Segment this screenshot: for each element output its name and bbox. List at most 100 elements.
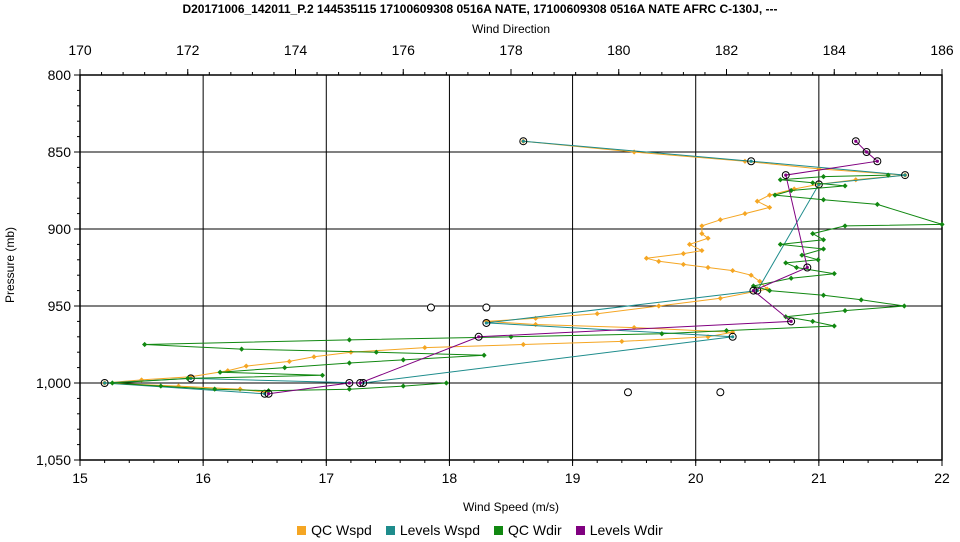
data-point-qc-wdir [777,241,783,247]
legend-swatch [575,525,585,535]
data-point-qc-wdir [842,183,848,189]
data-point-qc-wspd [520,341,526,348]
y-tick-label: 800 [48,67,72,83]
data-point-qc-wdir [783,260,789,266]
data-point-qc-wdir [481,352,487,358]
data-point-qc-wdir [400,357,406,363]
data-point-qc-wdir [373,349,379,355]
data-point-core-levels-wdir [477,335,481,339]
data-point-core-levels-wdir [266,392,271,396]
data-point-levels-wdir [873,157,882,166]
data-point-qc-wdir [346,360,352,366]
data-point-qc-wspd [742,211,748,217]
data-point-qc-wspd [643,255,650,261]
y-tick-label: 950 [48,298,72,314]
data-point-qc-wspd [699,247,705,254]
data-point-qc-wspd [619,338,625,345]
x2-tick-label: 184 [823,42,847,58]
data-point-core-levels-wdir [864,150,869,154]
legend-swatch [385,525,395,535]
x-tick-label: 20 [688,470,704,486]
data-point-qc-wdir [788,275,794,281]
x2-tick-label: 180 [607,42,631,58]
data-point-qc-wdir [901,303,907,309]
legend-swatch [494,525,504,535]
legend-swatch [297,525,307,535]
unconnected-marker [482,303,491,312]
x-tick-label: 22 [934,470,950,486]
data-point-core-levels-wspd [521,139,525,143]
data-point-qc-wdir [723,328,730,334]
data-point-qc-wspd [533,321,539,328]
data-point-qc-wdir [810,231,816,237]
data-point-qc-wdir [767,288,773,294]
data-point-qc-wdir [831,271,837,277]
data-point-qc-wdir [443,380,449,386]
data-point-core-levels-wspd [749,159,753,163]
data-point-levels-wspd [100,379,109,387]
data-point-levels-wspd [728,332,737,341]
legend-item-qc-wspd: QC Wspd [297,522,372,538]
x2-tick-label: 176 [392,42,416,58]
data-point-levels-wdir [781,171,790,180]
data-point-qc-wdir [400,383,406,389]
data-point-qc-wdir [109,380,115,386]
data-point-qc-wdir [842,308,848,314]
data-point-levels-wspd [519,137,528,146]
data-point-qc-wdir [239,346,245,352]
legend-item-qc-wdir: QC Wdir [494,522,562,538]
data-point-qc-wspd [243,363,249,369]
data-point-qc-wspd [754,198,760,204]
x-axis-label: Wind Speed (m/s) [462,500,560,514]
data-point-qc-wspd [311,354,317,360]
data-point-qc-wspd [757,278,763,284]
x2-tick-label: 186 [930,42,954,58]
data-point-qc-wspd [422,344,428,351]
data-point-qc-wdir [820,197,827,203]
data-point-levels-wspd [482,318,491,327]
data-point-core-levels-wdir [875,159,879,163]
data-point-core-levels-wdir [751,289,756,293]
data-point-qc-wdir [810,318,816,324]
x2-tick-label: 170 [68,42,92,58]
top-axis-label: Wind Direction [471,22,551,36]
data-point-qc-wdir [820,237,827,243]
data-point-levels-wspd [747,157,756,166]
data-point-qc-wspd [686,241,693,247]
x-tick-label: 19 [565,470,581,486]
data-point-qc-wdir [217,369,223,375]
data-point-qc-wdir [820,174,827,180]
data-point-qc-wspd [680,251,686,257]
data-point-levels-wdir [787,317,796,326]
x2-tick-label: 178 [499,42,523,58]
data-point-qc-wdir [885,172,891,178]
y-tick-label: 900 [48,221,72,237]
data-point-core-levels-wspd [731,335,735,339]
data-point-qc-wspd [286,358,292,365]
data-point-qc-wspd [237,386,243,392]
legend-label: QC Wspd [311,522,372,538]
data-point-qc-wdir [842,223,848,229]
y-tick-label: 850 [48,144,72,160]
x-tick-label: 18 [442,470,458,486]
x-tick-label: 21 [811,470,827,486]
x-tick-label: 17 [318,470,334,486]
data-point-qc-wdir [212,386,218,392]
data-point-qc-wspd [594,311,600,317]
data-point-qc-wspd [680,261,686,268]
data-point-qc-wdir [858,297,864,303]
x2-tick-label: 174 [284,42,308,58]
legend-label: QC Wdir [508,522,562,538]
data-point-levels-wdir [803,263,812,272]
legend-item-levels-wspd: Levels Wspd [385,522,480,538]
x-tick-label: 16 [195,470,211,486]
data-point-core-levels-wdir [784,173,788,177]
data-point-qc-wdir [346,337,352,343]
x-tick-label: 15 [72,470,88,486]
data-point-qc-wdir [282,365,288,371]
data-point-qc-wdir [185,375,191,381]
data-point-qc-wspd [348,349,354,355]
data-point-qc-wspd [717,295,723,301]
